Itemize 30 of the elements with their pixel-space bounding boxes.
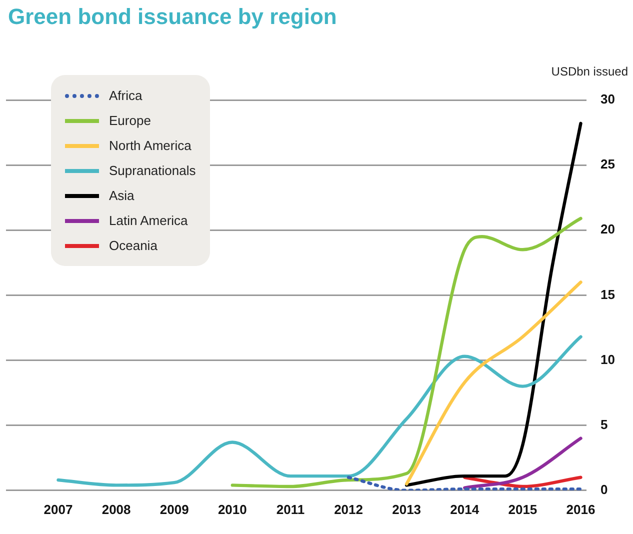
legend-label: Africa — [109, 88, 142, 103]
x-tick-label: 2007 — [44, 502, 73, 517]
y-tick-label: 20 — [600, 222, 616, 237]
x-tick-label: 2009 — [160, 502, 189, 517]
x-tick-label: 2011 — [276, 502, 305, 517]
legend-label: Europe — [109, 113, 151, 128]
x-tick-label: 2015 — [508, 502, 538, 517]
y-tick-label: 5 — [600, 416, 608, 432]
x-tick-label: 2010 — [218, 502, 247, 517]
line-series — [230, 216, 582, 488]
legend-label: North America — [109, 138, 192, 153]
x-tick-label: 2008 — [102, 502, 131, 517]
y-tick-label: 10 — [600, 352, 616, 367]
y-tick-label: 0 — [600, 482, 608, 497]
line-series — [404, 122, 582, 487]
x-tick-label: 2014 — [450, 502, 480, 517]
y-tick-label: 15 — [600, 286, 616, 302]
line-series — [56, 335, 582, 487]
y-tick-label: 25 — [600, 156, 616, 172]
legend-label: Latin America — [109, 213, 188, 228]
x-tick-label: 2012 — [334, 502, 363, 517]
legend-label: Oceania — [109, 238, 158, 253]
legend-label: Supranationals — [109, 163, 196, 178]
y-axis-title: USDbn issued — [551, 64, 628, 78]
x-tick-label: 2016 — [566, 502, 596, 517]
chart-title: Green bond issuance by region — [8, 4, 337, 30]
line-series — [404, 280, 582, 486]
x-tick-label: 2013 — [392, 502, 422, 517]
legend-label: Asia — [109, 188, 134, 203]
y-tick-label: 30 — [600, 92, 616, 107]
